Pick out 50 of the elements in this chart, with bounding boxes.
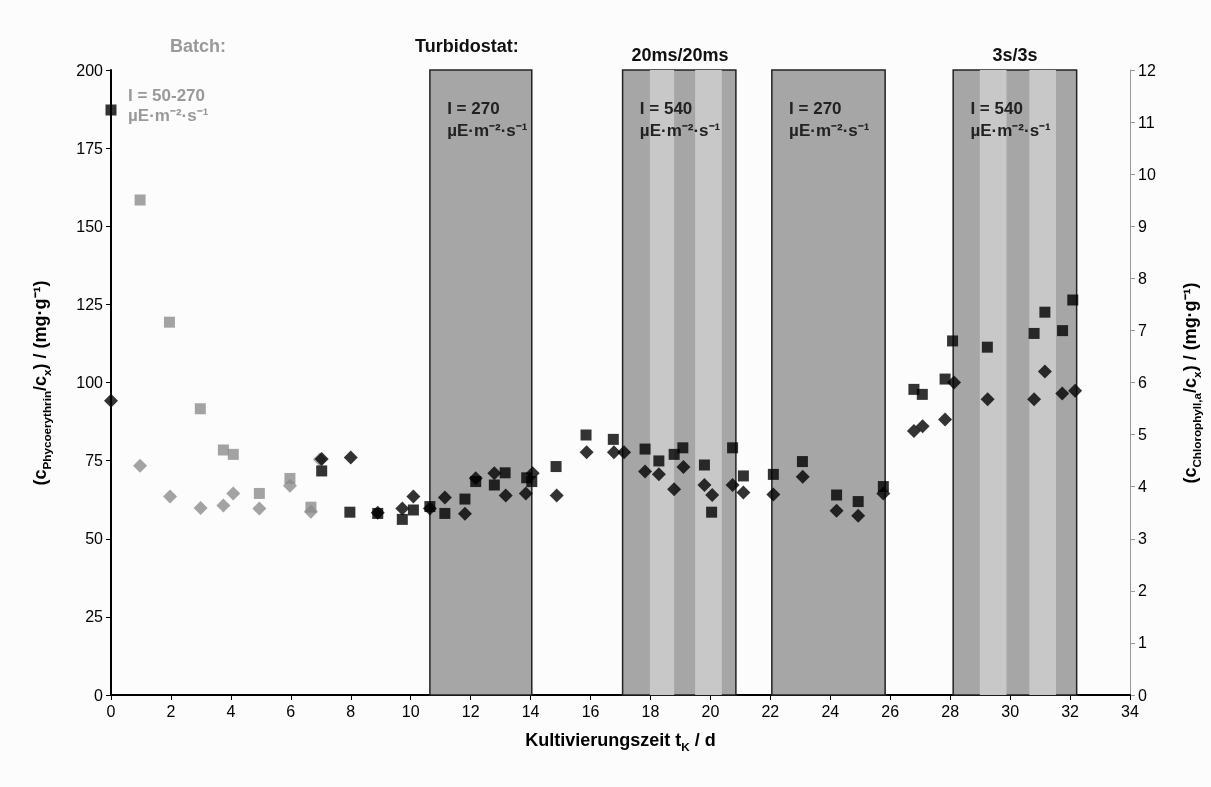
x-tick-label: 4 [226,702,236,720]
x-tick-label: 8 [346,702,356,720]
x-tick-label: 6 [286,702,296,720]
y-tick-label: 175 [76,139,104,157]
x-tick-label: 10 [401,702,420,720]
y2-tick-label: 2 [1138,582,1147,600]
y2-tick-label: 9 [1138,217,1147,235]
x-tick-label: 12 [461,702,480,720]
x-tick-label: 20 [701,702,720,720]
text: Batch: [170,36,227,58]
text: Turbidostat: [415,36,519,58]
x-tick-label: 28 [941,702,960,720]
x-tick-label: 2 [166,702,176,720]
y2-tick-label: 3 [1138,530,1147,548]
y-tick-label: 200 [76,61,104,79]
annotation: I = 50-270 µE·m⁻²·s⁻¹ [128,86,209,127]
x-axis-title: Kultivierungszeit t$_{K}$ / d [525,730,716,753]
x-tick-label: 22 [761,702,780,720]
band-label: I = 270 µE·m⁻²·s⁻¹ [789,98,870,140]
y2-tick-label: 4 [1138,478,1147,496]
y2-tick-label: 11 [1138,113,1155,131]
band-label: I = 540 µE·m⁻²·s⁻¹ [639,98,721,140]
y-tick-label: 75 [85,452,104,470]
y2-tick-label: 10 [1138,165,1156,183]
y2-tick-label: 0 [1138,686,1147,704]
x-tick-label: 32 [1061,702,1080,720]
y2-tick-label: 8 [1138,269,1147,287]
y2-tick-label: 6 [1138,374,1147,391]
y-tick-label: 25 [85,608,104,626]
y-tick-label: 150 [76,217,104,235]
y2-tick-label: 5 [1138,426,1147,444]
y-tick-label: 100 [76,374,104,391]
band-label: I = 540 µE·m⁻²·s⁻¹ [970,98,1052,140]
x-tick-label: 30 [1001,702,1020,720]
text: 20ms/20ms [631,45,729,67]
x-tick-label: 16 [581,702,600,720]
band-label: I = 270 µE·m⁻²·s⁻¹ [447,98,528,140]
y-tick-label: 125 [76,295,104,313]
x-tick-label: 18 [641,702,660,720]
y-tick-label: 50 [85,530,104,548]
x-tick-label: 26 [881,702,900,720]
y-tick-label: 0 [94,686,104,704]
x-tick-label: 0 [106,702,116,720]
x-tick-label: 34 [1121,702,1139,720]
y2-tick-label: 7 [1138,321,1147,339]
y2-tick-label: 12 [1138,61,1156,79]
x-tick-label: 14 [521,702,540,720]
y2-tick-label: 1 [1138,634,1147,652]
x-tick-label: 24 [821,702,840,720]
text: 3s/3s [992,45,1038,67]
